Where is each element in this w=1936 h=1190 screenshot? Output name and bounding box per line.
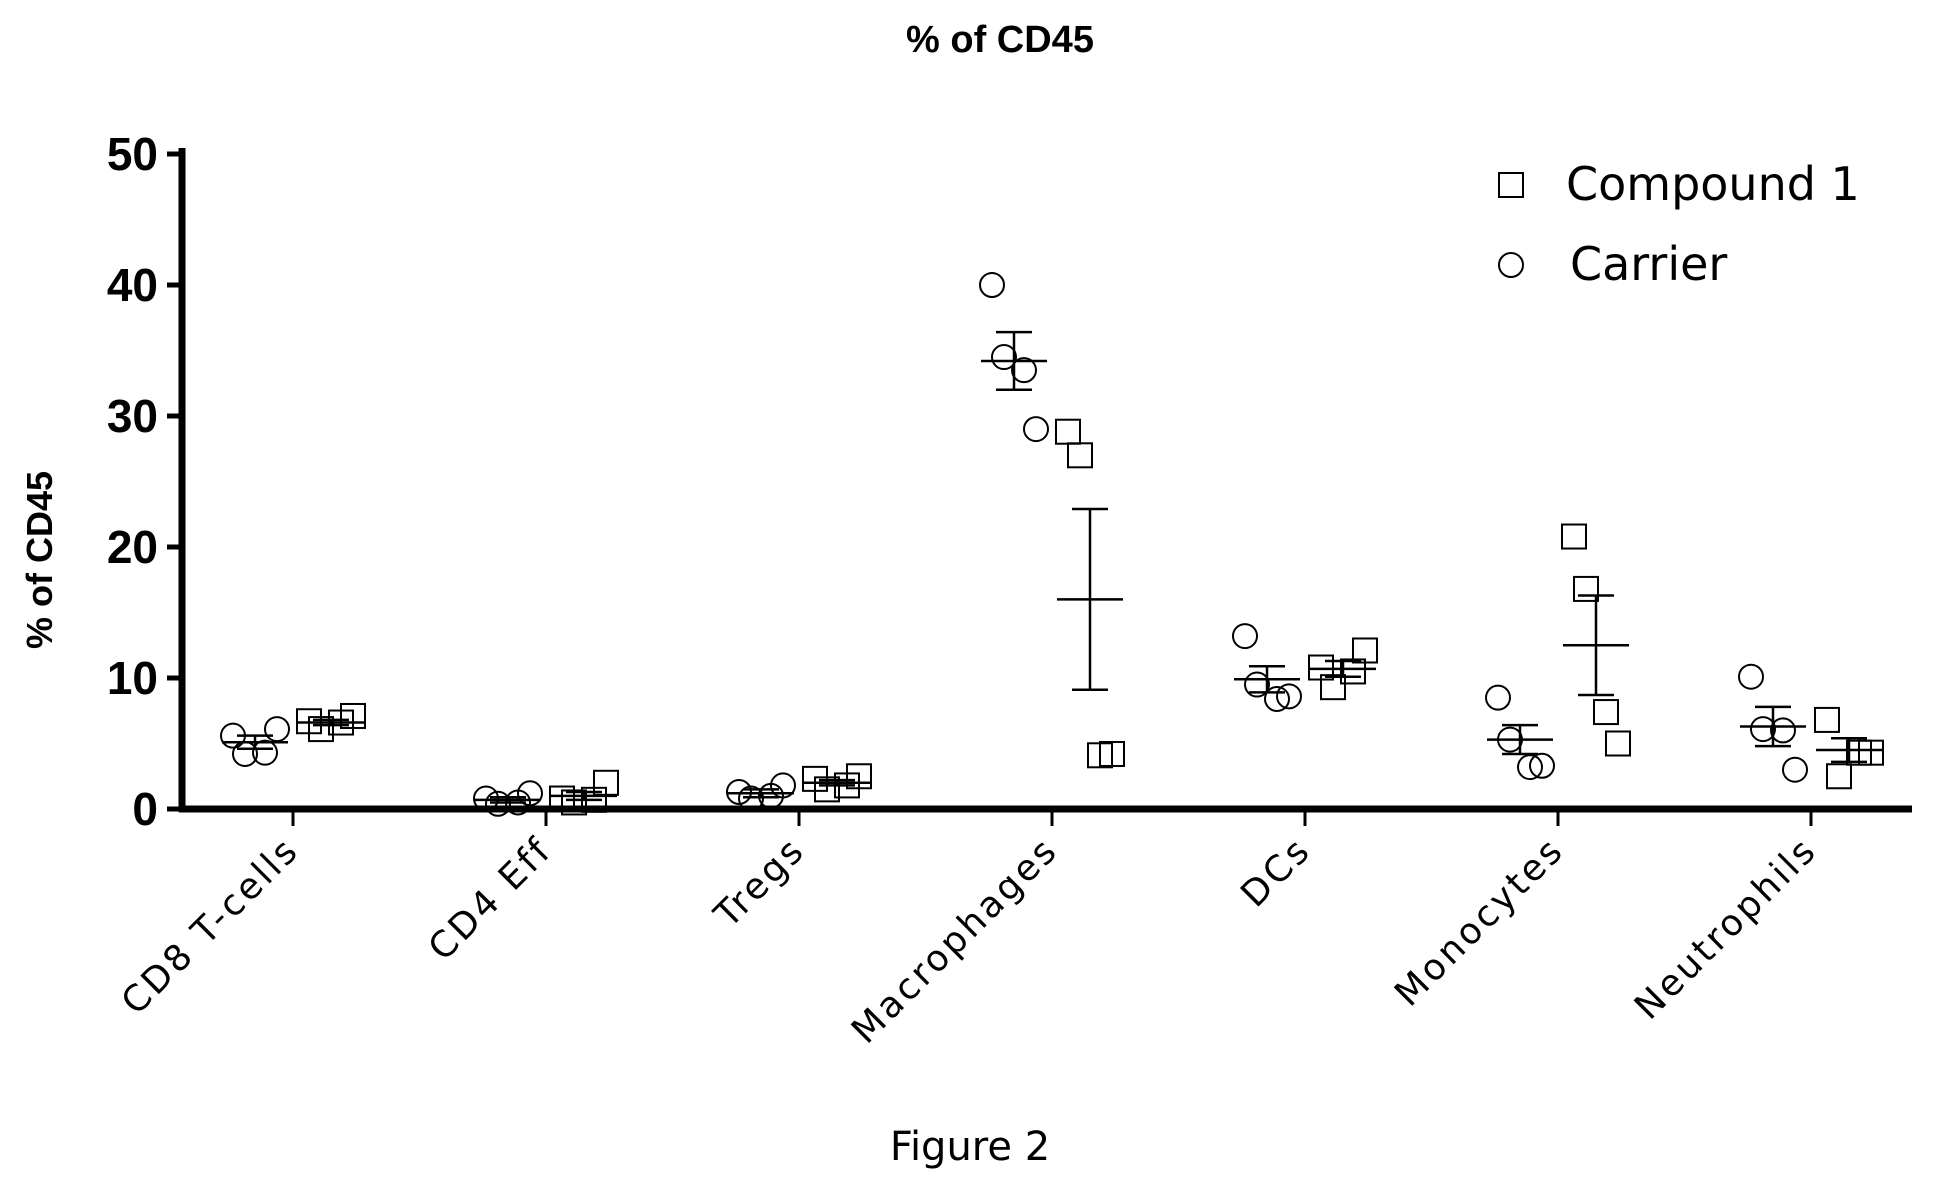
point-compound-1 [1814,706,1840,733]
point-compound-1 [1067,442,1093,469]
point-carrier [979,272,1005,298]
point-compound-1 [1605,730,1631,757]
point-carrier [473,785,499,812]
point-compound-1 [1561,523,1587,550]
point-carrier [252,739,278,766]
axes [178,148,1912,813]
figure-caption: Figure 2 [890,1124,1050,1170]
point-carrier [485,790,511,817]
point-carrier [1782,756,1808,783]
point-carrier [1232,623,1258,650]
point-compound-1 [1099,740,1125,767]
x-tick-label: Neutrophils [1627,829,1825,1027]
y-tick-label: 40 [107,259,158,311]
legend: Compound 1 Carrier [1498,157,1860,291]
point-carrier [1011,357,1037,384]
point-carrier [738,785,764,812]
point-carrier [264,716,290,743]
x-tick-label: Tregs [706,829,813,936]
point-compound-1 [340,702,366,729]
point-carrier [1517,754,1543,781]
x-tick-label: CD4 Eff [421,829,561,969]
point-compound-1 [561,789,587,816]
point-carrier [1750,716,1776,743]
point-carrier [1485,684,1511,711]
point-carrier [517,780,543,807]
legend-label-compound-1: Compound 1 [1566,157,1860,211]
point-carrier [1738,663,1764,690]
point-carrier [1770,717,1796,744]
point-carrier [1244,671,1270,698]
y-tick-label: 50 [107,128,158,180]
point-compound-1 [1826,763,1852,790]
point-carrier [1264,685,1290,712]
y-axis-label: % of CD45 [19,471,60,649]
legend-marker-carrier [1498,252,1524,278]
x-tick-label: Macrophages [844,829,1066,1051]
point-compound-1 [1055,418,1081,445]
point-carrier [770,772,796,799]
x-tick-label: CD8 T-cells [114,829,307,1022]
x-ticks: CD8 T-cells CD4 Eff Tregs Macrophages DCs Mon… [114,812,1825,1052]
x-tick-label: Monocytes [1387,829,1572,1014]
y-tick-label: 30 [107,390,158,442]
point-carrier [1529,752,1555,779]
point-carrier [1023,416,1049,443]
point-compound-1 [308,716,334,743]
point-compound-1 [846,763,872,790]
point-carrier [1497,726,1523,753]
y-ticks: 0 10 20 30 40 50 [107,128,182,835]
point-carrier [991,344,1017,371]
point-carrier [220,722,246,749]
point-carrier [1276,683,1302,710]
chart-title: % of CD45 [906,19,1094,61]
point-carrier [232,740,258,767]
y-tick-label: 10 [107,652,158,704]
point-compound-1 [1573,575,1599,602]
point-compound-1 [814,776,840,803]
point-compound-1 [1352,637,1378,664]
point-carrier [726,778,752,805]
y-tick-label: 20 [107,521,158,573]
point-compound-1 [593,769,619,796]
y-tick-label: 0 [132,783,158,835]
x-tick-label: DCs [1233,829,1319,915]
point-compound-1 [1320,674,1346,701]
error-bars [222,330,1882,804]
point-compound-1 [1858,739,1884,766]
legend-marker-compound-1 [1498,172,1524,198]
data-points [220,272,1884,817]
point-compound-1 [1593,699,1619,726]
legend-label-carrier: Carrier [1570,237,1727,291]
